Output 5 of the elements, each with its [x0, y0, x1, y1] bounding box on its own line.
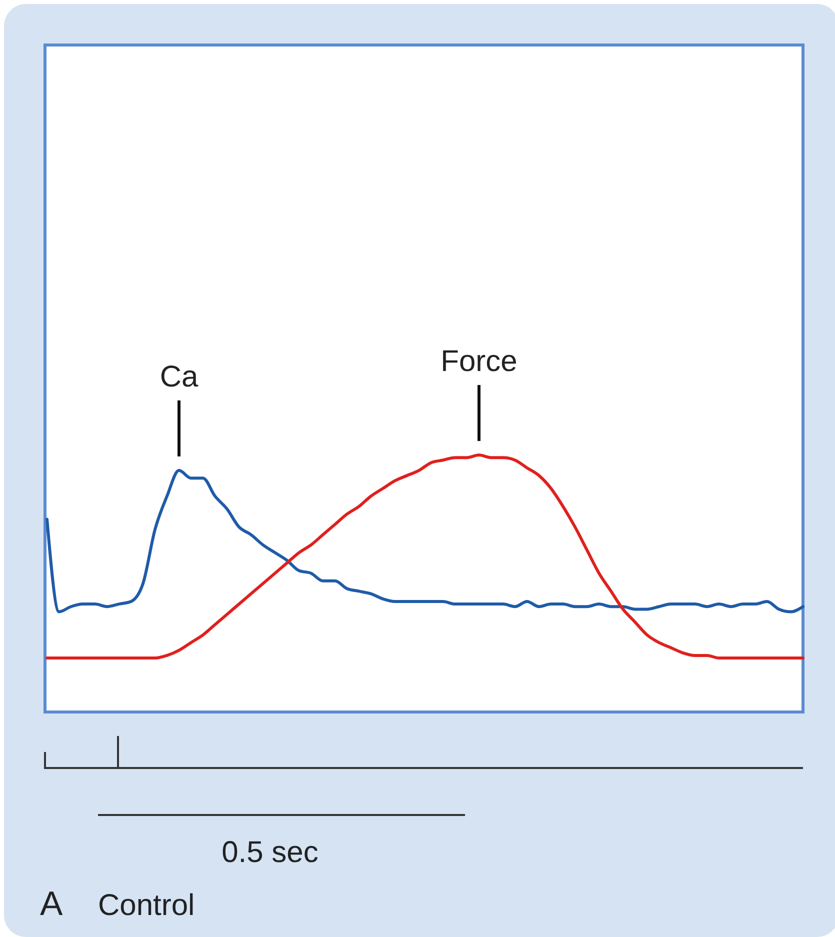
text: A [40, 885, 63, 923]
text: Ca [160, 360, 198, 394]
text: Control [98, 889, 195, 922]
text: 0.5 sec [222, 836, 318, 869]
text: Force [440, 345, 518, 378]
